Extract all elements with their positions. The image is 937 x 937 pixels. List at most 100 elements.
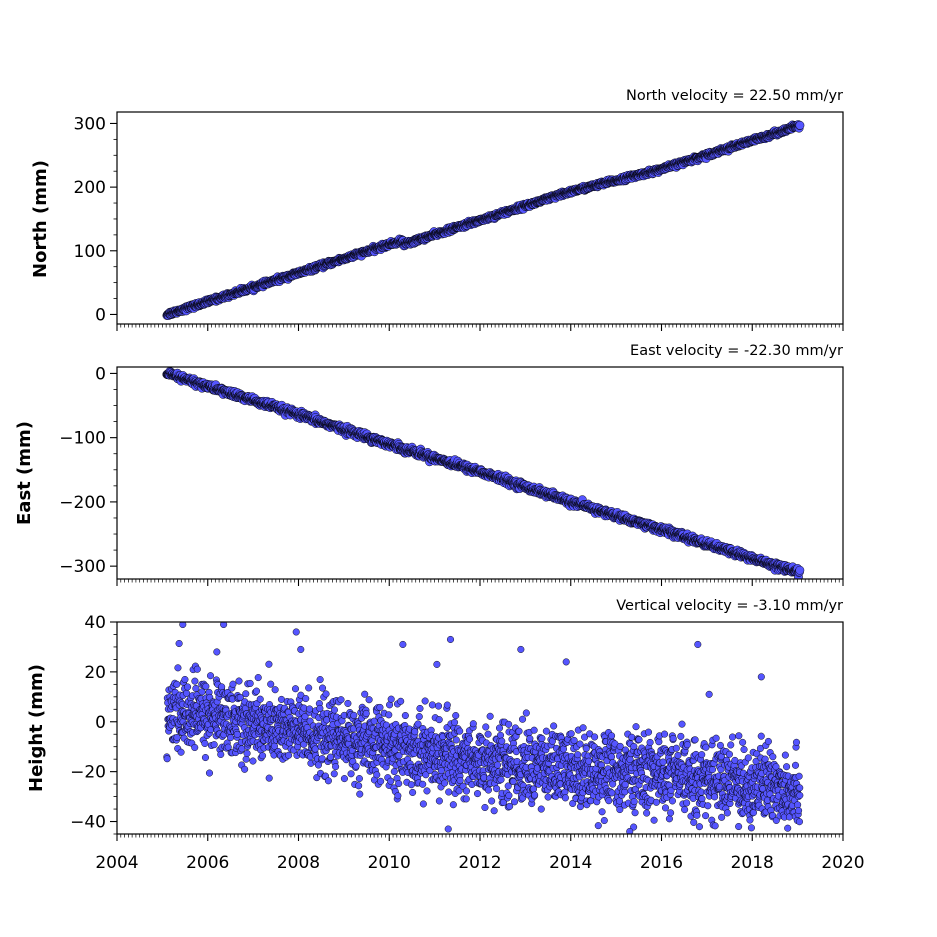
height-data-point xyxy=(322,690,330,698)
height-data-point xyxy=(387,777,395,785)
height-data-point xyxy=(428,701,436,709)
height-data-point xyxy=(302,695,310,703)
height-data-point xyxy=(229,680,237,688)
height-data-point xyxy=(192,684,200,693)
height-data-point xyxy=(175,639,183,648)
height-axis-label: Height (mm) xyxy=(26,664,47,792)
height-data-point xyxy=(177,748,185,756)
north-axis-label: North (mm) xyxy=(30,160,51,278)
east-velocity-label: East velocity = -22.30 mm/yr xyxy=(630,343,843,359)
height-data-point xyxy=(419,800,427,808)
height-data-point xyxy=(407,781,415,789)
height-data-point xyxy=(201,754,209,762)
height-data-point xyxy=(350,711,358,719)
height-data-point xyxy=(421,697,429,705)
height-data-point xyxy=(285,751,293,759)
height-data-point xyxy=(352,762,360,770)
height-data-point xyxy=(415,713,423,721)
height-data-point xyxy=(217,750,225,758)
height-data-point xyxy=(443,701,451,709)
north-plot-frame xyxy=(116,111,844,325)
height-data-point xyxy=(319,684,327,692)
north-data-points xyxy=(162,120,805,321)
height-data-point xyxy=(355,775,363,783)
north-velocity-label: North velocity = 22.50 mm/yr xyxy=(626,88,843,104)
height-data-point xyxy=(330,770,338,778)
height-data-point xyxy=(318,755,326,763)
east-y-tick-label: 0 xyxy=(95,364,106,384)
height-data-point xyxy=(174,664,182,672)
height-data-point xyxy=(365,696,373,704)
height-data-point xyxy=(233,730,241,738)
height-data-point xyxy=(394,792,402,800)
height-data-point xyxy=(242,690,250,698)
east-data-point xyxy=(795,565,805,575)
height-data-point xyxy=(256,695,264,703)
height-data-point xyxy=(252,687,261,695)
height-data-point xyxy=(397,697,405,705)
height-data-point xyxy=(191,677,199,685)
height-data-point xyxy=(441,779,449,787)
height-data-point xyxy=(332,763,340,771)
height-data-point xyxy=(254,674,262,682)
height-data-point xyxy=(390,768,398,776)
height-data-point xyxy=(193,665,201,673)
height-data-point xyxy=(305,684,313,692)
height-data-point xyxy=(327,753,335,761)
height-data-point xyxy=(337,696,345,704)
height-data-point xyxy=(181,675,189,684)
height-data-point xyxy=(206,672,215,680)
height-data-point xyxy=(241,765,249,773)
height-data-point xyxy=(265,660,273,668)
height-data-point xyxy=(435,797,443,805)
height-data-point xyxy=(218,683,226,691)
north-y-tick-label: 200 xyxy=(74,178,106,198)
north-y-tick-label: 100 xyxy=(74,242,106,262)
height-data-point xyxy=(340,775,348,783)
height-data-point xyxy=(259,752,267,760)
height-data-point xyxy=(184,683,192,691)
height-data-point xyxy=(347,770,355,778)
east-data-points xyxy=(162,367,805,579)
east-y-tick-label: −200 xyxy=(59,493,106,513)
height-data-point xyxy=(227,734,235,742)
height-data-point xyxy=(191,743,199,752)
height-data-point xyxy=(246,679,254,687)
height-data-point xyxy=(395,780,403,788)
height-data-point xyxy=(316,676,324,684)
height-data-point xyxy=(373,771,381,779)
height-data-point xyxy=(401,712,409,720)
east-axis-label: East (mm) xyxy=(14,421,35,525)
height-data-point xyxy=(324,777,332,785)
height-data-point xyxy=(205,769,213,777)
height-data-point xyxy=(362,709,370,717)
height-data-point xyxy=(201,739,209,747)
height-data-point xyxy=(385,711,393,719)
north-y-tick-label: 0 xyxy=(95,305,106,325)
height-data-point xyxy=(435,716,443,724)
height-data-point xyxy=(377,777,385,785)
height-data-point xyxy=(387,695,395,703)
height-data-point xyxy=(445,788,453,796)
height-data-point xyxy=(291,685,300,693)
height-data-point xyxy=(376,703,384,711)
height-data-point xyxy=(265,774,273,782)
north-panel: North velocity = 22.50 mm/yr North (mm) … xyxy=(30,88,844,331)
height-data-point xyxy=(271,686,279,694)
height-data-point xyxy=(242,755,250,763)
height-data-point xyxy=(437,767,445,775)
height-data-point xyxy=(202,682,210,690)
height-data-point xyxy=(210,741,218,749)
height-data-point xyxy=(173,680,181,688)
height-data-point xyxy=(267,680,275,688)
height-data-point xyxy=(163,755,171,763)
height-data-point xyxy=(330,706,338,714)
height-data-point xyxy=(419,780,427,788)
height-data-point xyxy=(434,702,443,710)
height-data-point xyxy=(361,690,369,698)
east-panel: East velocity = -22.30 mm/yr East (mm) −… xyxy=(14,343,844,586)
height-data-point xyxy=(344,699,352,707)
height-data-point xyxy=(306,705,314,713)
